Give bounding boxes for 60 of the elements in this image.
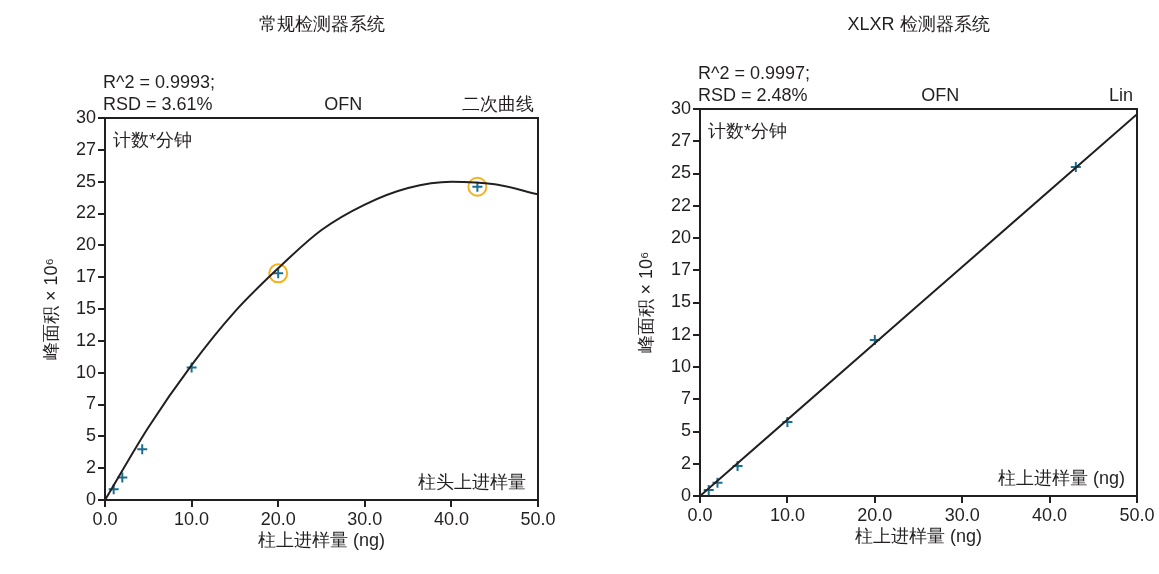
y-tick-label: 7 <box>85 393 96 414</box>
y-tick-label: 5 <box>85 425 96 446</box>
y-tick-label: 27 <box>75 138 96 159</box>
y-tick-label: 20 <box>75 234 96 255</box>
x-tick-label: 0.0 <box>92 508 118 529</box>
x-tick-label: 50.0 <box>520 508 556 529</box>
text: R^2 = 0.9997; <box>698 63 811 83</box>
annotation: 柱头上进样量 <box>418 472 526 492</box>
y-tick-label: 2 <box>680 452 691 473</box>
x-tick-label: 10.0 <box>174 508 210 529</box>
y-tick-label: 7 <box>680 388 691 409</box>
y-tick-label: 5 <box>680 420 691 441</box>
y-tick-label: 10 <box>670 355 691 376</box>
annotation: 柱上进样量 (ng) <box>997 468 1125 488</box>
text: R^2 = 0.9993; <box>103 72 216 92</box>
x-tick-label: 20.0 <box>260 508 296 529</box>
y-tick-label: 25 <box>75 170 96 191</box>
point <box>107 483 120 496</box>
y-tick-label: 0 <box>85 488 96 509</box>
y-axis-title: 峰面积 × 10⁶ <box>40 258 61 360</box>
text: 二次曲线 <box>462 94 534 114</box>
y-tick-label: 25 <box>670 162 691 183</box>
text: RSD = 3.61% <box>103 94 213 114</box>
x-tick-label: 30.0 <box>347 508 383 529</box>
y-tick-label: 17 <box>670 259 691 280</box>
text: OFN <box>921 85 960 105</box>
text: RSD = 2.48% <box>698 85 808 105</box>
y-tick-label: 12 <box>75 329 96 350</box>
x-tick-label: 10.0 <box>769 504 805 525</box>
x-tick-label: 50.0 <box>1119 504 1155 525</box>
y-axis-title: 峰面积 × 10⁶ <box>635 251 656 354</box>
point <box>136 443 149 456</box>
text: OFN <box>324 94 363 114</box>
point <box>711 476 724 489</box>
chart-title: XLXR 检测器系统 <box>847 14 990 34</box>
y-tick-label: 17 <box>75 266 96 287</box>
y-tick-label: 20 <box>670 226 691 247</box>
x-tick-label: 30.0 <box>944 504 980 525</box>
y-tick-label: 15 <box>75 297 96 318</box>
x-tick-label: 20.0 <box>857 504 893 525</box>
y-tick-label: 15 <box>670 291 691 312</box>
y-tick-label: 2 <box>85 457 96 478</box>
y-tick-label: 30 <box>670 97 691 118</box>
y-tick-label: 27 <box>670 130 691 151</box>
chart-title: 常规检测器系统 <box>258 14 385 34</box>
y-tick-label: 0 <box>680 484 691 505</box>
y-tick-label: 10 <box>75 361 96 382</box>
annotation: 计数*分钟 <box>708 121 788 141</box>
x-tick-label: 0.0 <box>687 504 713 525</box>
y-tick-label: 22 <box>75 202 96 223</box>
x-tick-label: 40.0 <box>433 508 469 529</box>
y-tick-label: 30 <box>75 106 96 127</box>
x-axis-title: 柱上进样量 (ng) <box>854 526 983 547</box>
annotation: 计数*分钟 <box>113 130 193 150</box>
y-tick-label: 12 <box>670 323 691 344</box>
point <box>116 471 129 484</box>
y-tick-label: 22 <box>670 194 691 215</box>
x-axis-title: 柱上进样量 (ng) <box>257 530 386 551</box>
text: Lin <box>1108 85 1133 105</box>
x-tick-label: 40.0 <box>1032 504 1068 525</box>
